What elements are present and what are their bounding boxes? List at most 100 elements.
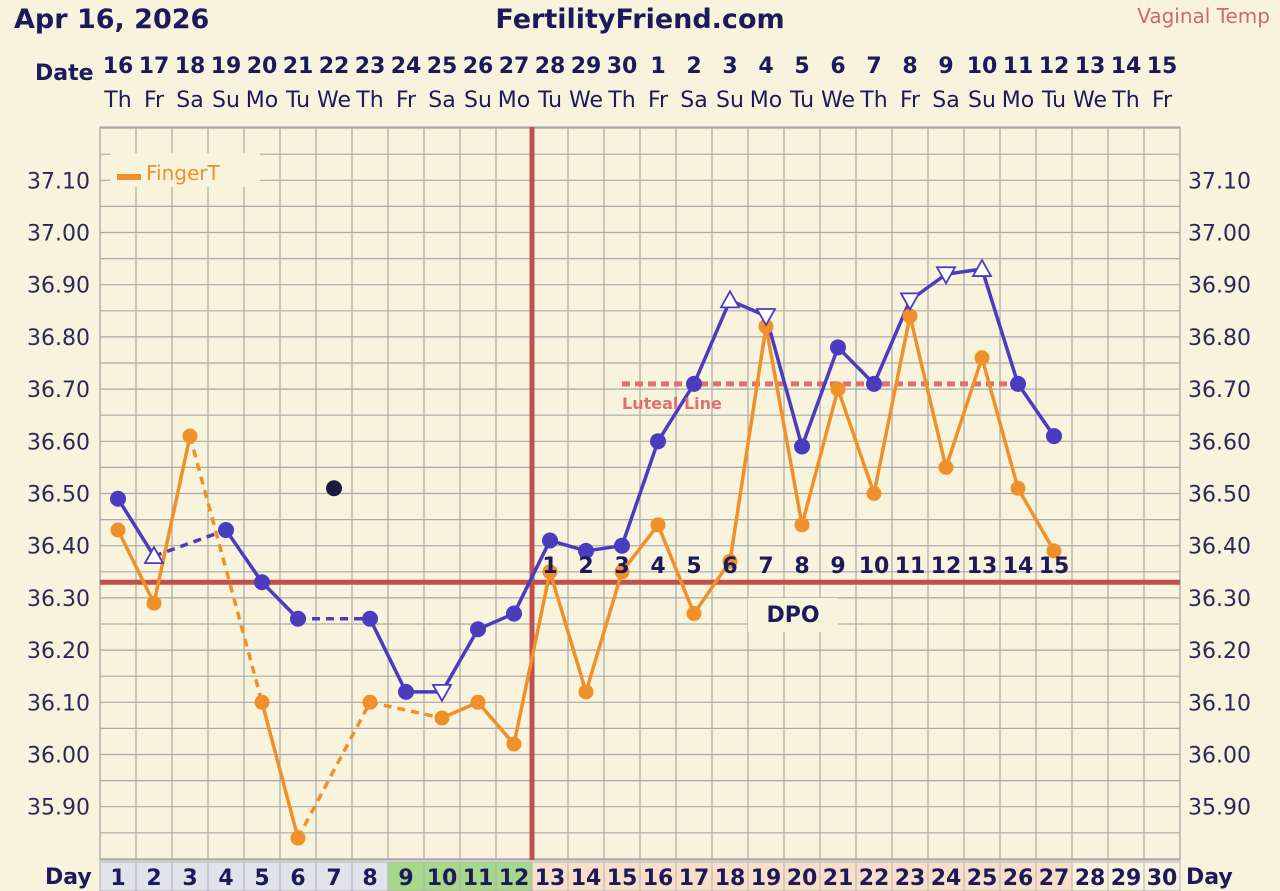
date-label: 22 xyxy=(319,54,350,79)
dpo-number: 4 xyxy=(650,554,665,579)
temperature-point xyxy=(470,621,486,638)
temperature-point xyxy=(650,433,666,450)
weekday-label: Sa xyxy=(428,88,455,113)
date-label: 23 xyxy=(355,54,386,79)
date-label: 6 xyxy=(830,54,845,79)
day-cell xyxy=(423,861,461,891)
weekday-label: Sa xyxy=(932,88,959,113)
cycle-day-label: 22 xyxy=(859,866,890,891)
weekday-label: Fr xyxy=(900,88,921,113)
fingert-point xyxy=(866,486,882,501)
date-label: 10 xyxy=(967,54,998,79)
date-label: 2 xyxy=(686,54,701,79)
day-row-label-right: Day xyxy=(1186,865,1233,890)
fingert-series-segment xyxy=(260,701,300,839)
y-tick-label-left: 37.00 xyxy=(27,222,90,247)
temperature-point xyxy=(578,542,594,559)
date-label: 15 xyxy=(1147,54,1178,79)
fingert-point xyxy=(650,517,666,533)
temperature-point xyxy=(542,532,558,549)
y-tick-label-left: 36.60 xyxy=(27,430,90,455)
temperature-point xyxy=(110,490,126,507)
y-tick-label-left: 36.10 xyxy=(27,691,90,716)
day-cell xyxy=(531,861,569,891)
weekday-label: Th xyxy=(1111,88,1139,113)
day-cell xyxy=(99,861,137,891)
day-cell xyxy=(135,861,173,891)
temperature-point xyxy=(398,683,414,700)
date-label: 13 xyxy=(1075,54,1106,79)
temperature-series-segment xyxy=(764,315,804,447)
dpo-number: 2 xyxy=(578,554,593,579)
weekday-label: Mo xyxy=(498,88,530,113)
temperature-point xyxy=(290,610,306,627)
date-label: 20 xyxy=(247,54,278,79)
cycle-day-label: 24 xyxy=(931,866,962,891)
fingert-point xyxy=(614,564,630,580)
fingert-series-segment xyxy=(836,388,876,495)
day-cell xyxy=(459,861,497,891)
dpo-number: 7 xyxy=(758,554,773,579)
temperature-type: Vaginal Temp xyxy=(1137,4,1270,28)
y-tick-label-right: 36.50 xyxy=(1188,483,1251,508)
weekday-label: Mo xyxy=(246,88,278,113)
fingert-point xyxy=(794,517,810,533)
temperature-series-segment xyxy=(620,440,660,547)
temperature-series-segment xyxy=(153,528,227,558)
temperature-series-segment xyxy=(116,497,156,558)
temperature-series-segment xyxy=(656,382,696,443)
fingert-point xyxy=(470,694,486,710)
temperature-point-triangle-up xyxy=(143,545,165,565)
cycle-day-label: 10 xyxy=(427,866,458,891)
date-label: 7 xyxy=(866,54,881,79)
y-tick-label-left: 36.00 xyxy=(27,744,90,769)
dpo-number: 10 xyxy=(859,554,890,579)
cycle-day-label: 4 xyxy=(218,866,233,891)
fingert-point xyxy=(362,694,378,710)
date-label: 9 xyxy=(938,54,953,79)
weekday-label: Fr xyxy=(1152,88,1173,113)
date-label: 14 xyxy=(1111,54,1142,79)
y-tick-label-right: 35.90 xyxy=(1188,796,1251,821)
fingert-point xyxy=(686,606,702,622)
date-label: 18 xyxy=(175,54,206,79)
temperature-point xyxy=(218,522,234,539)
temperature-series-segment xyxy=(800,346,840,448)
temperature-point-triangle-down xyxy=(431,683,453,703)
temperature-point xyxy=(794,438,810,455)
date-label: 19 xyxy=(211,54,242,79)
dpo-number: 15 xyxy=(1039,554,1070,579)
y-tick-label-left: 36.20 xyxy=(27,639,90,664)
day-cell xyxy=(675,861,713,891)
temperature-series-segment xyxy=(368,618,408,693)
temperature-point xyxy=(614,537,630,554)
day-row-label-left: Day xyxy=(45,865,92,890)
date-label: 11 xyxy=(1003,54,1034,79)
site-title: FertilityFriend.com xyxy=(495,4,784,35)
day-cell xyxy=(351,861,389,891)
dpo-number: 12 xyxy=(931,554,962,579)
fingert-series-segment xyxy=(476,701,516,746)
weekday-label: Th xyxy=(607,88,635,113)
fingert-series-segment xyxy=(584,571,624,693)
temperature-point xyxy=(686,375,702,392)
weekday-label: Sa xyxy=(680,88,707,113)
cycle-day-label: 9 xyxy=(398,866,413,891)
fingert-series-segment xyxy=(980,357,1020,489)
weekday-label: Tu xyxy=(1041,88,1066,113)
fingert-series-segment xyxy=(800,388,840,526)
day-cell xyxy=(891,861,929,891)
y-tick-label-left: 36.30 xyxy=(27,587,90,612)
legend: FingerT xyxy=(110,153,260,187)
y-tick-label-right: 36.10 xyxy=(1188,691,1251,716)
cycle-day-label: 21 xyxy=(823,866,854,891)
cycle-day-label: 5 xyxy=(254,866,269,891)
fingert-series-segment xyxy=(620,523,660,573)
date-label: 8 xyxy=(902,54,917,79)
date-label: 12 xyxy=(1039,54,1070,79)
date-label: 24 xyxy=(391,54,422,79)
weekday-label: Th xyxy=(859,88,887,113)
day-cell xyxy=(243,861,281,891)
dpo-number: 9 xyxy=(830,554,845,579)
